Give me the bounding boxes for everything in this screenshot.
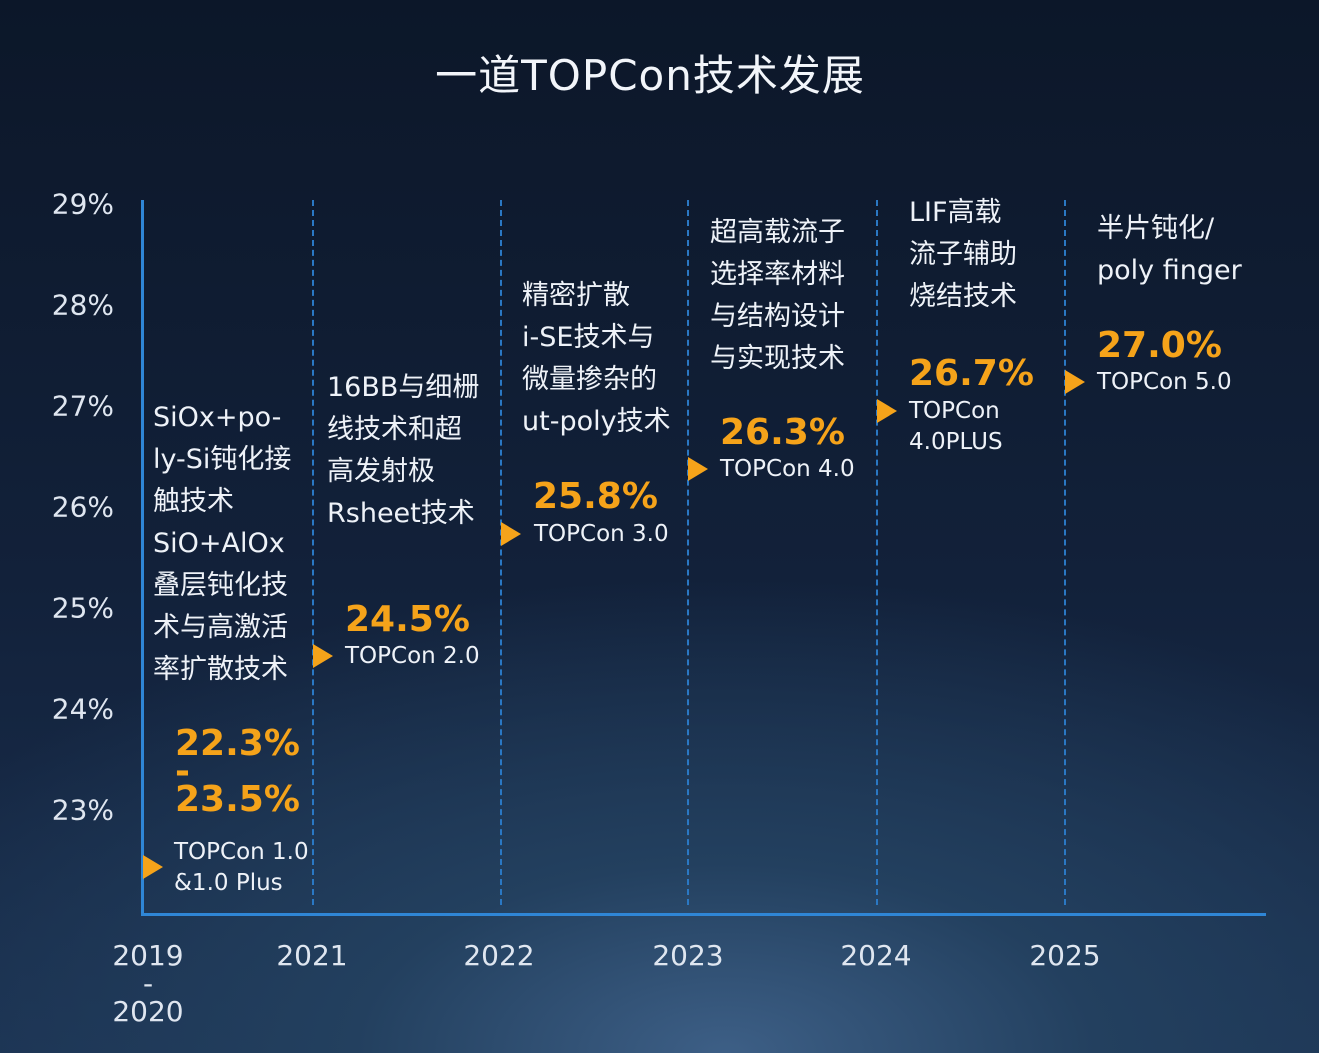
efficiency-label: 25.8% [533, 476, 658, 517]
stage-name: TOPCon 3.0 [534, 521, 669, 547]
x-tick-label: 2021 [276, 939, 348, 972]
stage-name: TOPCon 4.0PLUS [909, 398, 1003, 455]
y-tick-label: 28% [51, 288, 114, 322]
y-tick-label: 24% [51, 692, 114, 726]
column-divider [876, 200, 878, 905]
marker-arrow [1065, 370, 1085, 394]
marker-arrow [877, 399, 897, 423]
stage-description: 超高载流子 选择率材料 与结构设计 与实现技术 [710, 217, 845, 374]
x-tick-label: 2025 [1029, 939, 1101, 972]
x-tick-label: 2022 [463, 939, 535, 972]
efficiency-label: 22.3% - 23.5% [175, 723, 300, 820]
y-tick-label: 27% [51, 389, 114, 423]
stage-description: LIF高载 流子辅助 烧结技术 [909, 197, 1017, 312]
chart-title: 一道TOPCon技术发展 [435, 51, 865, 100]
marker-arrow [688, 457, 708, 481]
stage-name: TOPCon 4.0 [720, 456, 855, 482]
marker-arrow [501, 522, 521, 546]
y-tick-label: 25% [51, 591, 114, 625]
stage-name: TOPCon 2.0 [345, 643, 480, 669]
stage-description: 精密扩散 i-SE技术与 微量掺杂的 ut-poly技术 [522, 280, 671, 437]
marker-arrow [143, 855, 163, 879]
x-tick-label: 2019 - 2020 [112, 939, 184, 1028]
stage-description: SiOx+po- ly-Si钝化接 触技术 SiO+AlOx 叠层钝化技 术与高… [153, 402, 292, 685]
x-tick-label: 2023 [652, 939, 724, 972]
efficiency-label: 24.5% [345, 599, 470, 640]
x-tick-label: 2024 [840, 939, 912, 972]
y-axis-line [141, 200, 144, 916]
efficiency-label: 27.0% [1097, 325, 1222, 366]
efficiency-label: 26.3% [720, 412, 845, 453]
y-tick-label: 23% [51, 793, 114, 827]
marker-arrow [313, 644, 333, 668]
x-axis-line [141, 913, 1266, 916]
stage-name: TOPCon 1.0 &1.0 Plus [174, 839, 309, 896]
stage-description: 半片钝化/ poly finger [1097, 213, 1242, 286]
y-tick-label: 26% [51, 490, 114, 524]
column-divider [1064, 200, 1066, 905]
y-tick-label: 29% [51, 187, 114, 221]
column-divider [500, 200, 502, 905]
stage-description: 16BB与细栅 线技术和超 高发射极 Rsheet技术 [327, 372, 480, 529]
column-divider [312, 200, 314, 905]
column-divider [687, 200, 689, 905]
efficiency-label: 26.7% [909, 353, 1034, 394]
stage-name: TOPCon 5.0 [1097, 369, 1232, 395]
